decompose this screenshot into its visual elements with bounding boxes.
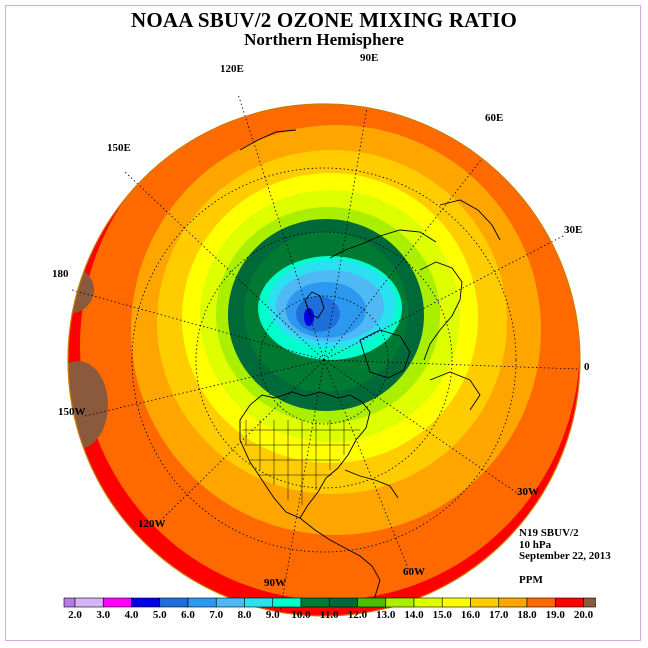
africa-coast: [429, 371, 481, 411]
lon-label-150w: 150W: [58, 406, 86, 418]
colorbar-box-7: [244, 597, 274, 608]
lon-label-30e: 30E: [564, 224, 583, 236]
colorbar-box-17: [526, 597, 556, 608]
colorbar-box-4: [159, 597, 189, 608]
info-level: 10 hPa: [519, 539, 552, 551]
page-subtitle: Northern Hemisphere: [244, 30, 404, 49]
colorbar-tick-label: 9.0: [265, 609, 280, 621]
colorbar-tick-label: 14.0: [404, 609, 424, 621]
info-date: September 22, 2013: [519, 550, 611, 562]
colorbar-tick-label: 12.0: [347, 609, 368, 621]
colorbar-tick-label: 11.0: [319, 609, 339, 621]
colorbar-tick-label: 19.0: [545, 609, 565, 621]
lon-label-120e: 120E: [220, 63, 244, 75]
arctic-island: [304, 291, 325, 319]
colorbar-box-14: [441, 597, 471, 608]
colorbar-box-0: [63, 597, 76, 608]
colorbar-tick-label: 5.0: [152, 609, 167, 621]
asia-coast: [439, 199, 501, 241]
colorbar-box-6: [215, 597, 245, 608]
colorbar-tick-label: 7.0: [209, 609, 224, 621]
north-america-outline: [239, 391, 371, 519]
colorbar-tick-label: 15.0: [432, 609, 452, 621]
colorbar-tick-label: 6.0: [181, 609, 195, 621]
colorbar-tick-label: 3.0: [96, 609, 111, 621]
east-asia-coast: [239, 129, 297, 151]
colorbar-tick-label: 4.0: [124, 609, 139, 621]
siberia-coast: [329, 229, 437, 259]
colorbar-tick-label: 20.0: [573, 609, 594, 621]
colorbar-box-12: [385, 597, 415, 608]
figure-frame: [5, 5, 641, 641]
colorbar-box-11: [357, 597, 387, 608]
colorbar-tick-label: 18.0: [517, 609, 537, 621]
colorbar-tick-label: 10.0: [291, 609, 311, 621]
colorbar: [63, 597, 596, 608]
lon-label-60e: 60E: [485, 112, 504, 124]
info-instrument: N19 SBUV/2: [519, 527, 579, 539]
state-boundaries: [242, 420, 360, 505]
band-6: [296, 296, 340, 332]
colorbar-box-8: [272, 597, 302, 608]
europe-coast: [419, 261, 463, 361]
colorbar-box-18: [554, 597, 584, 608]
colorbar-tick-label: 8.0: [237, 609, 252, 621]
colorbar-box-5: [187, 597, 217, 608]
colorbar-tick-label: 17.0: [489, 609, 509, 621]
lon-label-90w: 90W: [264, 577, 286, 589]
colorbar-box-2: [102, 597, 132, 608]
lon-label-0: 0: [584, 361, 590, 373]
greenland-outline: [359, 329, 411, 379]
colorbar-box-9: [300, 597, 330, 608]
colorbar-box-13: [413, 597, 443, 608]
ozone-field: [68, 104, 580, 616]
graticule: [71, 93, 579, 613]
lon-label-60w: 60W: [403, 566, 425, 578]
colorbar-box-19: [583, 597, 596, 608]
colorbar-box-10: [328, 597, 358, 608]
coastlines: [239, 129, 501, 601]
info-units: PPM: [519, 574, 543, 586]
colorbar-box-16: [498, 597, 528, 608]
colorbar-box-15: [470, 597, 500, 608]
colorbar-tick-label: 16.0: [460, 609, 481, 621]
lon-label-90e: 90E: [360, 52, 379, 64]
page-title: NOAA SBUV/2 OZONE MIXING RATIO: [131, 8, 517, 32]
colorbar-box-1: [74, 597, 104, 608]
colorbar-box-3: [131, 597, 161, 608]
colorbar-tick-label: 2.0: [68, 609, 82, 621]
colorbar-tick-label: 13.0: [376, 609, 396, 621]
band-20-b: [68, 361, 108, 449]
lon-label-180: 180: [52, 268, 69, 280]
lon-label-150e: 150E: [107, 142, 131, 154]
lon-label-120w: 120W: [138, 518, 166, 530]
lon-label-30w: 30W: [517, 486, 539, 498]
map-disk-edge: [67, 103, 581, 617]
central-america-outline: [299, 517, 381, 601]
caribbean-outline: [344, 469, 399, 499]
